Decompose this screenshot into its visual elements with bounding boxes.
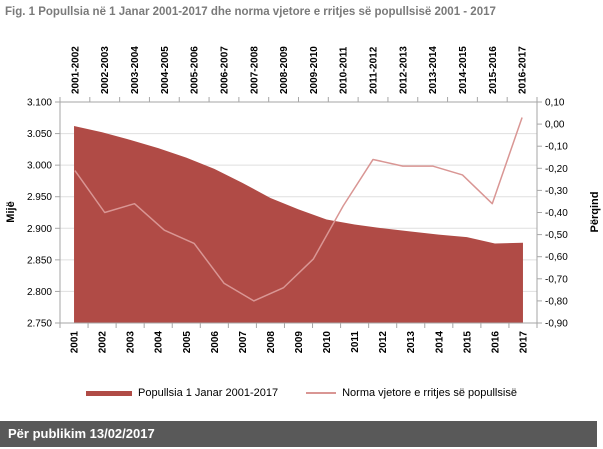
top-axis-year-range-label: 2007-2008: [249, 46, 260, 94]
bottom-axis-year-label: 2001: [70, 331, 81, 354]
bottom-axis-year-label: 2004: [154, 331, 165, 354]
bottom-axis-year-label: 2008: [266, 331, 277, 354]
bottom-axis-year-label: 2006: [210, 331, 221, 354]
bottom-axis-year-label: 2009: [294, 331, 305, 354]
bottom-axis-year-label: 2012: [378, 331, 389, 354]
left-axis-tick-label: 3.000: [27, 161, 52, 172]
top-axis-year-range-label: 2009-2010: [309, 46, 320, 94]
top-axis-year-range-label: 2012-2013: [398, 46, 409, 94]
legend: Popullsia 1 Janar 2001-2017 Norma vjetor…: [0, 384, 603, 402]
right-axis-tick-label: -0,50: [545, 230, 568, 241]
top-axis-year-range-label: 2014-2015: [458, 46, 469, 94]
top-axis-year-range-label: 2011-2012: [369, 46, 380, 94]
right-axis-tick-label: -0,70: [545, 274, 568, 285]
bottom-axis-year-label: 2005: [182, 331, 193, 354]
top-axis-year-range-label: 2003-2004: [130, 46, 141, 94]
top-axis-year-range-label: 2008-2009: [279, 46, 290, 94]
right-axis-tick-label: -0,90: [545, 319, 568, 330]
left-axis-title: Mijë: [5, 201, 17, 223]
bottom-axis-year-label: 2003: [126, 331, 137, 354]
growth-rate-line-series: [74, 117, 523, 302]
bottom-axis-year-label: 2014: [434, 331, 445, 354]
left-axis-tick-label: 2.900: [27, 224, 52, 235]
right-axis-tick-label: -0,40: [545, 208, 568, 219]
legend-label-population: Popullsia 1 Janar 2001-2017: [138, 387, 279, 399]
left-axis-tick-label: 3.100: [27, 98, 52, 109]
bottom-axis-year-label: 2011: [350, 331, 361, 353]
right-axis-tick-label: -0,20: [545, 164, 568, 175]
right-axis-tick-label: -0,30: [545, 186, 568, 197]
top-axis-year-range-label: 2004-2005: [160, 46, 171, 94]
bottom-axis-year-label: 2002: [98, 331, 109, 354]
population-area-series: [74, 125, 523, 323]
top-axis-year-range-label: 2015-2016: [488, 46, 499, 94]
bottom-axis-year-label: 2017: [518, 331, 529, 354]
right-axis-tick-label: -0,80: [545, 296, 568, 307]
chart-canvas: 3.100 3.050 3.000 2.950 2.900 2.850 2.800 2.750…: [27, 46, 568, 354]
legend-label-growth-rate: Norma vjetore e rritjes së popullsisë: [342, 387, 517, 399]
bottom-axis-year-label: 2010: [322, 331, 333, 354]
top-axis-year-range-label: 2006-2007: [219, 46, 230, 94]
left-axis-tick-label: 2.850: [27, 255, 52, 266]
legend-item-growth-rate: Norma vjetore e rritjes së popullsisë: [306, 387, 517, 399]
right-axis-tick-label: -0,10: [545, 142, 568, 153]
chart-title: Fig. 1 Popullsia në 1 Janar 2001-2017 dh…: [5, 6, 496, 18]
growth-line-swatch: [306, 392, 337, 394]
bottom-axis-year-label: 2007: [238, 331, 249, 354]
bottom-axis-year-label: 2015: [462, 331, 473, 354]
left-axis-tick-label: 3.050: [27, 129, 52, 140]
top-axis-year-range-label: 2002-2003: [100, 46, 111, 94]
left-axis-tick-label: 2.750: [27, 319, 52, 330]
publication-footer-bar: Për publikim 13/02/2017: [0, 421, 597, 447]
bottom-axis-year-label: 2016: [490, 331, 501, 354]
right-axis-tick-label: -0,60: [545, 252, 568, 263]
left-axis-tick-label: 2.800: [27, 287, 52, 298]
publication-date-text: Për publikim 13/02/2017: [8, 426, 155, 441]
top-axis-year-range-label: 2010-2011: [339, 46, 350, 94]
population-area-swatch: [86, 390, 133, 396]
right-axis-title: Përqind: [589, 191, 601, 233]
top-axis-year-range-label: 2013-2014: [428, 46, 439, 94]
bottom-axis-year-label: 2013: [406, 331, 417, 354]
top-axis-year-range-label: 2001-2002: [70, 46, 81, 94]
right-axis-tick-label: 0,00: [545, 120, 565, 131]
right-axis-tick-label: 0,10: [545, 98, 565, 109]
left-axis-tick-label: 2.950: [27, 192, 52, 203]
top-axis-year-range-label: 2005-2006: [190, 46, 201, 94]
legend-item-population: Popullsia 1 Janar 2001-2017: [86, 387, 278, 399]
top-axis-year-range-label: 2016-2017: [518, 46, 529, 94]
